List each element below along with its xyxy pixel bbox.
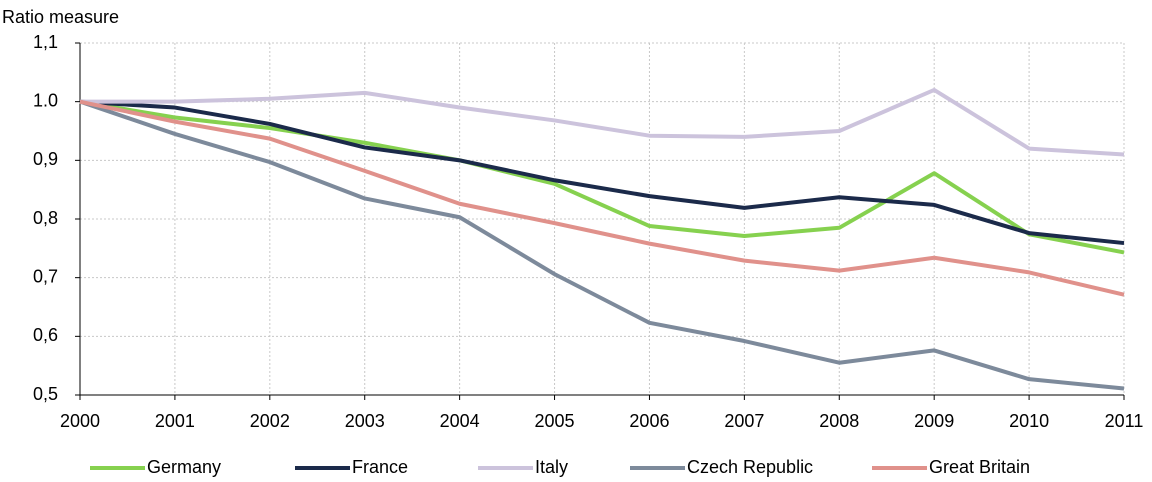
y-tick-label: 0,7: [33, 266, 58, 286]
series-line: [79, 99, 1125, 297]
legend-label: France: [352, 457, 408, 477]
y-axis-title: Ratio measure: [2, 7, 119, 27]
x-tick-label: 2008: [819, 411, 859, 431]
y-tick-label: 1,1: [33, 32, 58, 52]
x-tick-label: 2006: [629, 411, 669, 431]
x-tick-label: 2000: [60, 411, 100, 431]
x-tick-label: 2003: [345, 411, 385, 431]
series-line: [80, 87, 1125, 157]
x-tick-label: 2010: [1009, 411, 1049, 431]
legend-label: Great Britain: [929, 457, 1030, 477]
y-tick-label: 0,9: [33, 149, 58, 169]
y-tick-label: 0,6: [33, 325, 58, 345]
legend-label: Czech Republic: [687, 457, 813, 477]
x-tick-label: 2011: [1105, 411, 1144, 431]
x-tick-label: 2002: [250, 411, 290, 431]
y-tick-label: 0,8: [33, 208, 58, 228]
legend-label: Germany: [147, 457, 221, 477]
x-tick-label: 2005: [535, 411, 575, 431]
legend-label: Italy: [535, 457, 568, 477]
x-tick-label: 2009: [914, 411, 954, 431]
x-tick-label: 2004: [440, 411, 480, 431]
y-tick-label: 1.0: [33, 90, 58, 110]
x-tick-label: 2007: [724, 411, 764, 431]
series-line: [79, 99, 1125, 255]
x-tick-label: 2001: [155, 411, 195, 431]
y-tick-label: 0,5: [33, 384, 58, 404]
series-line: [79, 99, 1125, 391]
series-line: [79, 99, 1125, 246]
